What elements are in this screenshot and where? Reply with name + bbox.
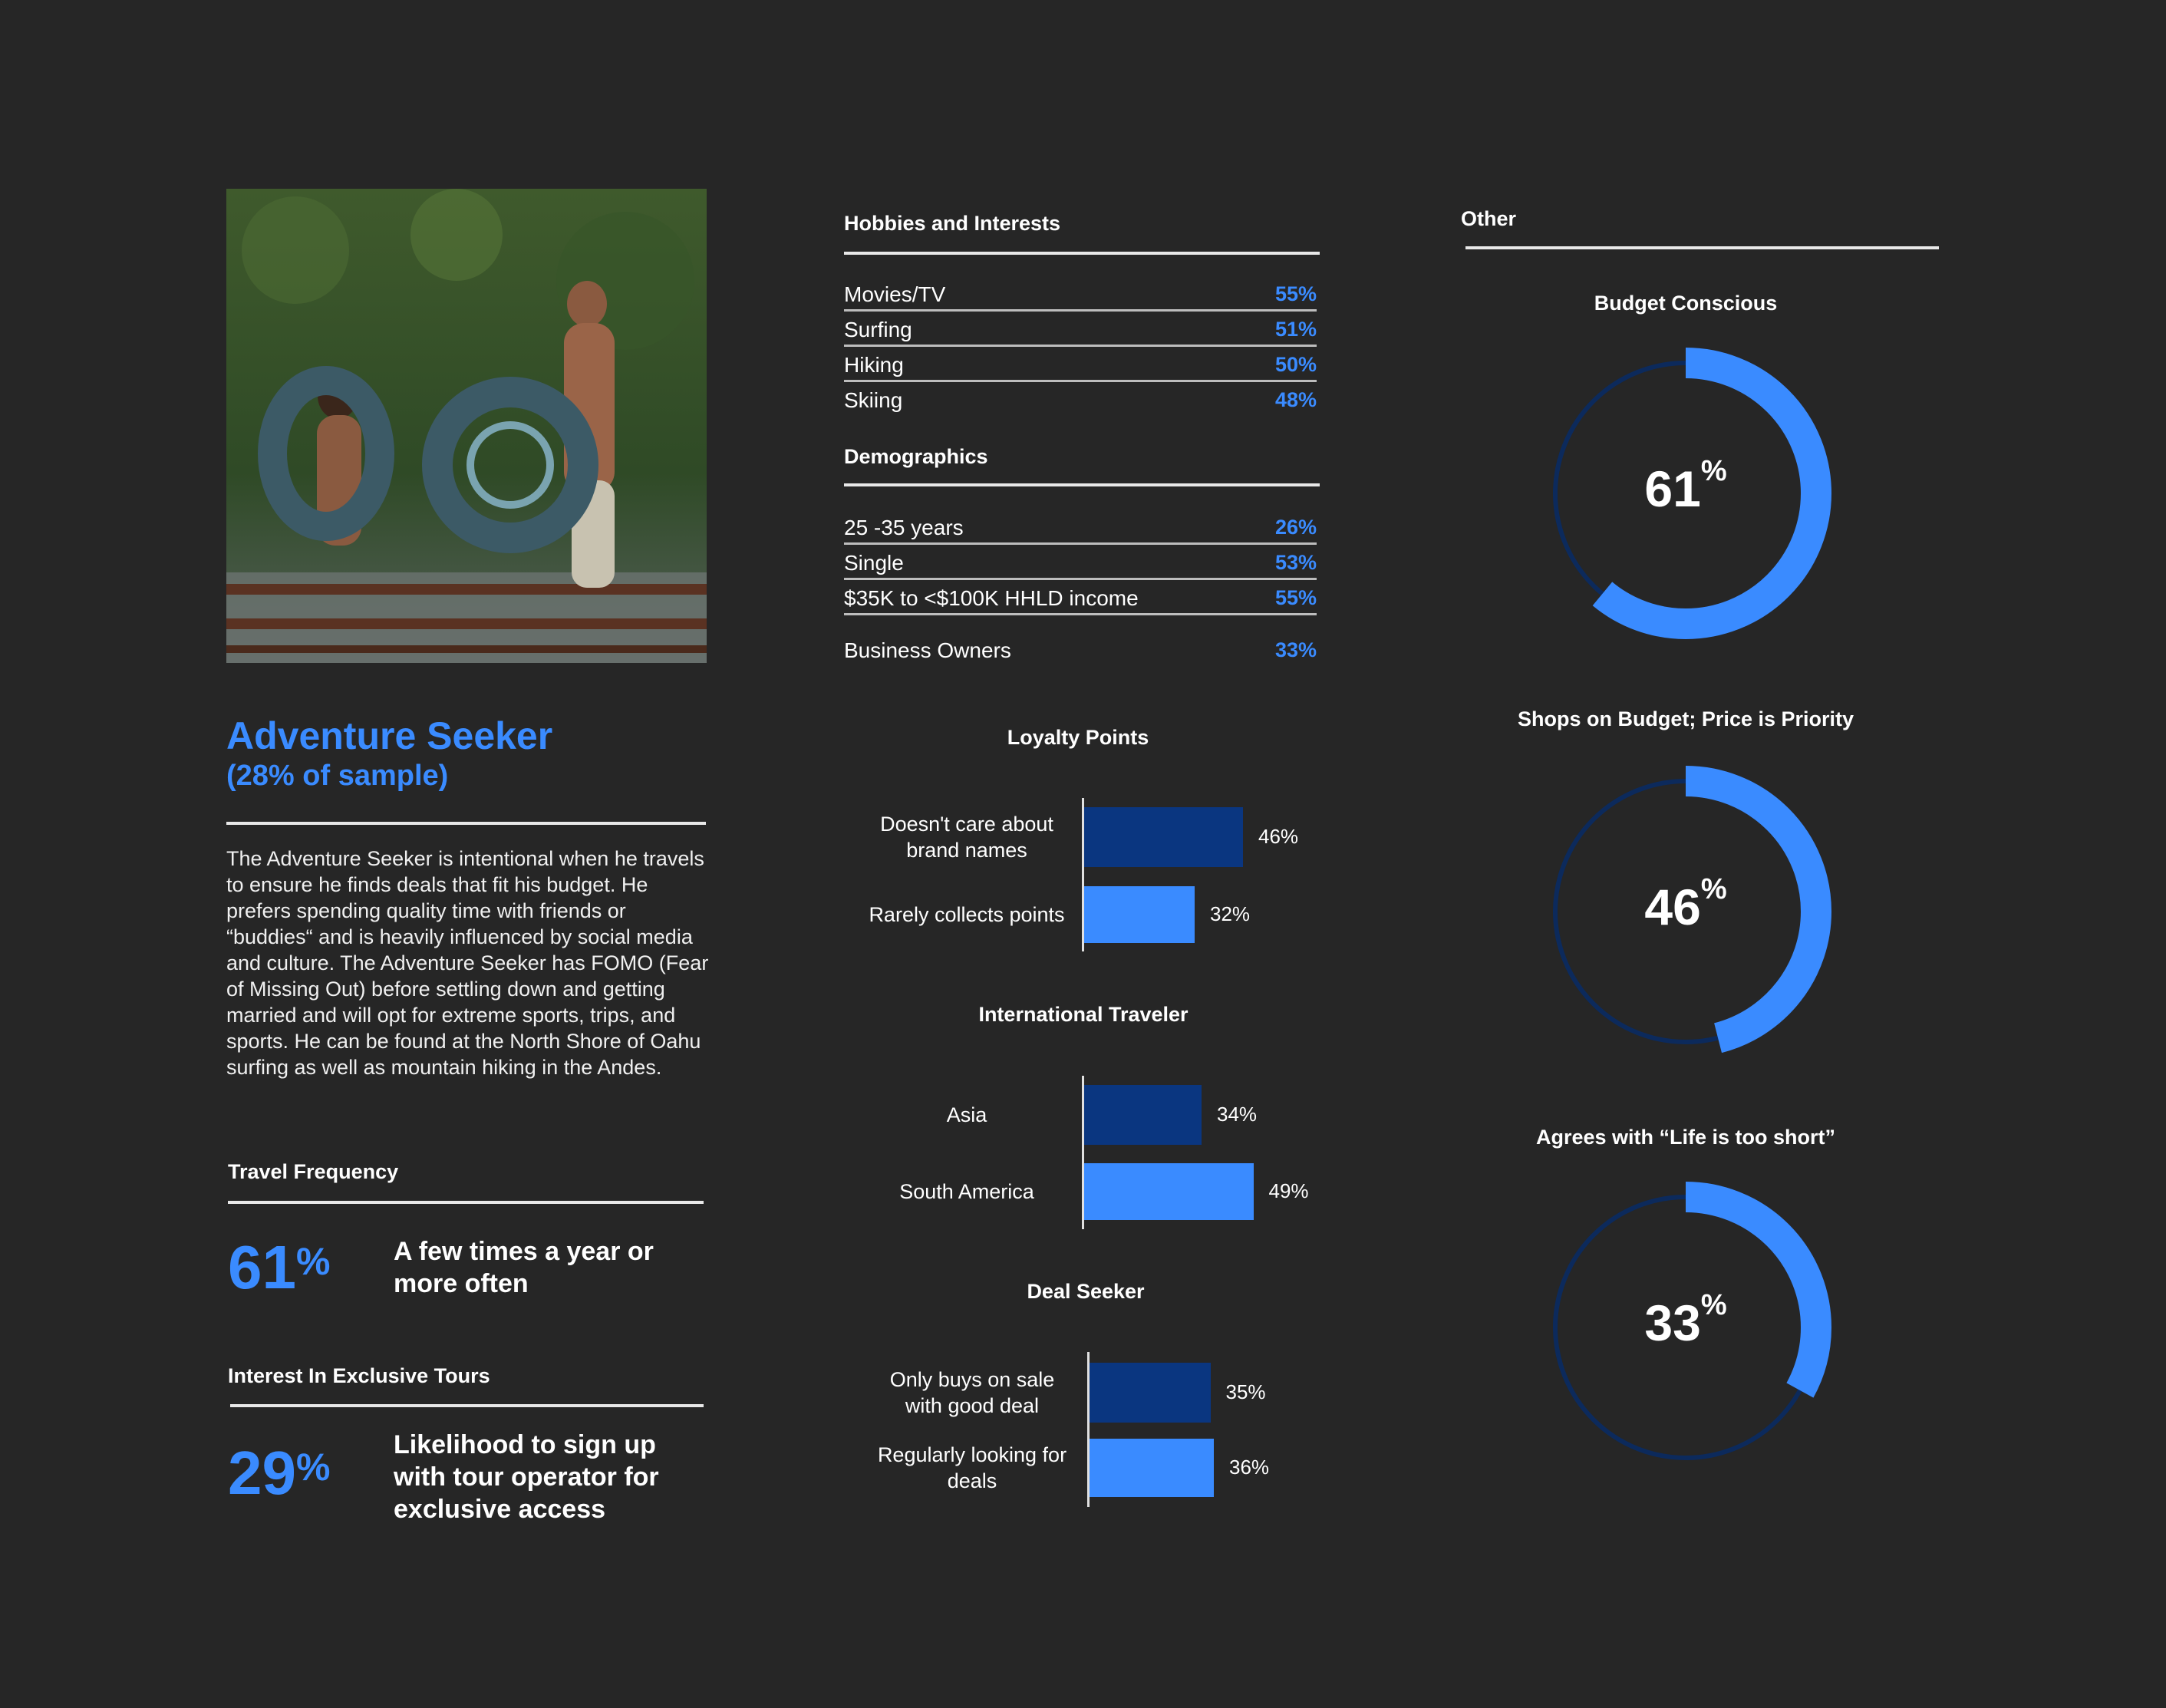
donut-title: Agrees with “Life is too short” [1535,1126,1836,1149]
persona-photo [226,189,707,663]
demographic-value: 26% [1274,516,1317,539]
bar [1084,886,1195,943]
bar [1090,1363,1211,1423]
bar [1084,1085,1202,1145]
bar-chart-title: Deal Seeker [1027,1280,1145,1303]
bar-chart-title: International Traveler [978,1003,1188,1026]
other-title: Other [1461,207,1517,230]
bar-value-label: 36% [1229,1456,1270,1479]
hobby-row: Movies/TV 55% [844,278,1317,312]
donut-chart [1540,766,1831,1057]
demographic-row: Business Owners 33% [844,634,1317,668]
persona-sample-share: (28% of sample) [226,760,449,792]
bar-value-label: 32% [1210,902,1251,925]
persona-name: Adventure Seeker [226,714,553,757]
hobby-label: Movies/TV [844,282,946,306]
hobby-label: Surfing [844,318,912,341]
divider [230,1404,704,1407]
hobby-row: Surfing 51% [844,313,1317,347]
divider [1465,246,1939,249]
bar-value-label: 46% [1258,825,1299,848]
donut-chart [1540,348,1831,639]
bar [1084,1163,1254,1220]
donut-title: Budget Conscious [1594,292,1778,315]
demographic-label: Business Owners [844,638,1011,662]
demographic-value: 53% [1274,551,1317,574]
travel-frequency-title: Travel Frequency [228,1160,399,1183]
bar-category-label: Doesn't care about brand names [880,813,1053,862]
donut-arc [1540,1182,1831,1473]
exclusive-tours-text: Likelihood to sign up with tour operator… [394,1430,659,1524]
divider [844,483,1320,486]
divider [844,252,1320,255]
donut-title: Shops on Budget; Price is Priority [1517,707,1854,730]
donut-value: 46% [1644,873,1727,935]
demographic-row: 25 -35 years 26% [844,511,1317,545]
hobby-value: 48% [1274,388,1317,411]
bar-category-label: Regularly looking for deals [877,1443,1067,1492]
bar-value-label: 35% [1225,1380,1266,1403]
bar-category-label: South America [899,1180,1034,1203]
hobby-value: 50% [1274,353,1317,376]
demographics-title: Demographics [844,445,988,468]
hobby-row: Hiking 50% [844,348,1317,382]
demographic-row: $35K to <$100K HHLD income 55% [844,582,1317,615]
bar-category-label: Only buys on sale with good deal [889,1368,1055,1417]
donut-chart [1540,1182,1831,1473]
exclusive-tours-title: Interest In Exclusive Tours [228,1364,490,1387]
hobby-label: Skiing [844,388,903,412]
demographic-row: Single 53% [844,546,1317,580]
exclusive-tours-value: 29% [228,1439,331,1507]
bar-value-label: 49% [1268,1179,1309,1202]
demographic-value: 55% [1274,586,1317,609]
donut-value: 33% [1644,1289,1727,1351]
donut-value: 61% [1644,455,1727,517]
demographic-label: Single [844,551,904,575]
hobby-label: Hiking [844,353,904,377]
bar-chart-title: Loyalty Points [1007,726,1149,749]
donut-arc [1540,766,1831,1057]
hobby-value: 51% [1274,318,1317,341]
bar-value-label: 34% [1217,1103,1258,1126]
bar-chart-axis [1087,1352,1090,1507]
demographic-value: 33% [1274,638,1317,661]
persona-description: The Adventure Seeker is intentional when… [226,847,709,1079]
demographic-label: $35K to <$100K HHLD income [844,586,1139,610]
travel-frequency-text: A few times a year or more often [394,1237,654,1298]
bar-chart-axis [1082,798,1084,951]
donut-arc [1540,348,1831,639]
demographic-label: 25 -35 years [844,516,964,539]
divider [228,1201,704,1204]
divider [226,822,706,825]
hobbies-title: Hobbies and Interests [844,212,1061,235]
travel-frequency-value: 61% [228,1233,331,1301]
bar-chart-axis [1082,1076,1084,1229]
bar-category-label: Asia [946,1103,987,1126]
bar-category-label: Rarely collects points [869,903,1065,926]
persona-photo-illustration [226,189,707,663]
bar [1084,807,1243,867]
hobby-row: Skiing 48% [844,384,1317,417]
hobby-value: 55% [1274,282,1317,305]
bar [1090,1439,1214,1497]
